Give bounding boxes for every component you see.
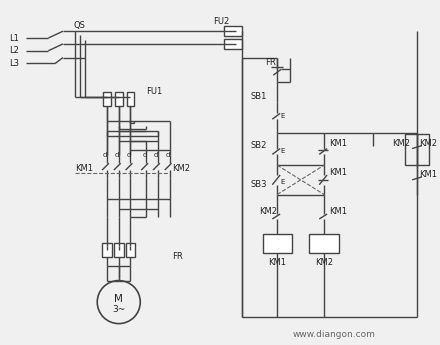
Bar — [103, 92, 111, 106]
Bar — [224, 26, 242, 36]
Bar — [405, 134, 429, 165]
Text: KM1: KM1 — [268, 258, 286, 267]
Text: www.diangon.com: www.diangon.com — [293, 330, 375, 339]
Text: KM1: KM1 — [419, 170, 437, 179]
Text: SB3: SB3 — [251, 180, 267, 189]
Text: d: d — [142, 152, 147, 158]
Text: FR: FR — [265, 58, 276, 67]
Bar — [224, 39, 242, 49]
Bar — [115, 92, 123, 106]
Text: FU2: FU2 — [213, 17, 230, 26]
Text: KM2: KM2 — [315, 258, 333, 267]
Text: KM1: KM1 — [329, 207, 347, 216]
Text: M: M — [114, 294, 123, 304]
Bar — [309, 234, 339, 253]
Text: KM2: KM2 — [172, 164, 191, 172]
Bar — [114, 244, 124, 257]
Text: FU1: FU1 — [146, 87, 162, 96]
Text: KM1: KM1 — [329, 168, 347, 177]
Text: E: E — [280, 148, 285, 155]
Text: KM1: KM1 — [329, 139, 347, 148]
Text: L2: L2 — [9, 46, 19, 55]
Text: QS: QS — [73, 21, 85, 30]
Bar — [125, 244, 136, 257]
Text: d: d — [154, 152, 158, 158]
Text: FR: FR — [172, 252, 183, 260]
Text: SB1: SB1 — [251, 92, 267, 101]
Text: KM1: KM1 — [75, 164, 93, 172]
Text: KM2: KM2 — [419, 139, 437, 148]
Text: d: d — [103, 152, 107, 158]
Text: d: d — [127, 152, 131, 158]
Text: SB2: SB2 — [251, 141, 267, 150]
Bar — [127, 92, 134, 106]
Text: L3: L3 — [9, 59, 19, 68]
Text: d: d — [166, 152, 170, 158]
Text: 3~: 3~ — [112, 305, 125, 314]
Text: KM2: KM2 — [260, 207, 278, 216]
Bar — [102, 244, 112, 257]
Text: E: E — [280, 113, 285, 119]
Text: d: d — [115, 152, 119, 158]
Text: L1: L1 — [9, 33, 19, 42]
Text: KM2: KM2 — [392, 139, 411, 148]
Bar — [263, 234, 292, 253]
Text: E: E — [280, 179, 285, 185]
